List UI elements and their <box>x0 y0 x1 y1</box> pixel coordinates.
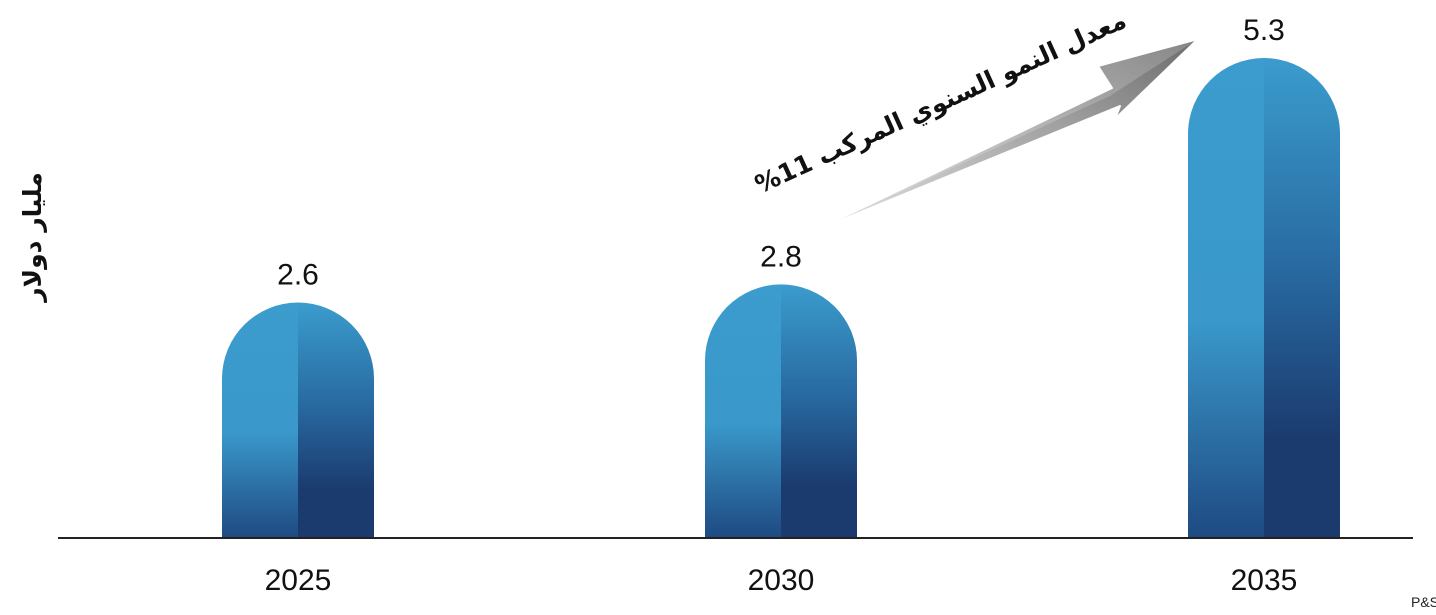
bar-right-half <box>1264 58 1340 538</box>
category-label-2025: 2025 <box>265 564 332 597</box>
y-axis-label: مليار دولار <box>18 172 48 304</box>
value-label-2035: 5.3 <box>1243 14 1285 47</box>
bar-2035 <box>1188 58 1340 538</box>
category-label-2030: 2030 <box>748 564 815 597</box>
bar-left-half <box>1188 58 1264 538</box>
category-label-2035: 2035 <box>1231 564 1298 597</box>
cagr-arrow-shape <box>811 38 1199 233</box>
bar-left-half <box>705 284 781 538</box>
value-labels-layer: 2.6 2.8 5.3 <box>277 14 1285 292</box>
bar-right-half <box>298 302 374 538</box>
cagr-arrow <box>811 38 1199 233</box>
bar-right-half <box>781 284 857 538</box>
bar-2030 <box>705 284 857 538</box>
bars-layer <box>222 58 1340 538</box>
bar-left-half <box>222 302 298 538</box>
value-label-2030: 2.8 <box>760 240 802 273</box>
category-labels-layer: 2025 2030 2035 <box>265 564 1298 597</box>
cagr-arrow-highlight <box>812 39 1198 232</box>
bar-2025 <box>222 302 374 538</box>
value-label-2025: 2.6 <box>277 259 319 292</box>
source-note: المصدر: P&S Intelligence <box>1411 594 1436 611</box>
